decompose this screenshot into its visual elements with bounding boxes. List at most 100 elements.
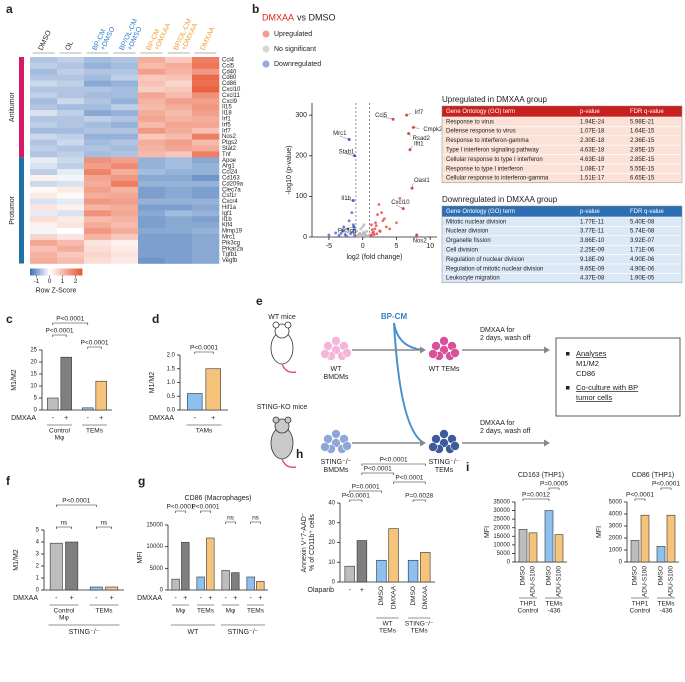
table-cell: 2.85E-15 xyxy=(630,147,655,153)
x-axis-label: log2 (fold change) xyxy=(346,254,402,261)
table-cell: 1.90E-05 xyxy=(630,276,655,282)
y-axis-label: -log10 (p-value) xyxy=(286,145,293,194)
heatmap-cell xyxy=(57,92,85,99)
point xyxy=(398,197,402,200)
significance-label: P<0.0001 xyxy=(342,493,370,500)
heatmap-cell xyxy=(138,68,166,75)
gene-label: Cd40 xyxy=(222,69,237,75)
heatmap-cell xyxy=(30,104,58,111)
heatmap-cell xyxy=(138,62,166,70)
bar xyxy=(181,542,190,591)
heatmap-cell xyxy=(111,145,139,152)
diagram-label: WT mice xyxy=(268,314,296,321)
table-cell: Response to virus xyxy=(446,119,494,125)
heatmap-cell xyxy=(111,228,139,235)
colorbar-step xyxy=(32,268,35,276)
y-tick-label: 1.0 xyxy=(167,380,176,386)
mouse-ear xyxy=(284,321,292,329)
bar xyxy=(640,514,650,563)
heatmap-cell xyxy=(30,133,58,140)
significance-bracket xyxy=(52,322,89,325)
y-tick-label: 300 xyxy=(295,112,307,119)
heatmap-cell xyxy=(165,163,193,170)
point xyxy=(388,227,392,231)
point xyxy=(361,225,365,229)
significance-bracket xyxy=(660,487,672,490)
cell xyxy=(323,434,333,444)
heatmap-cell xyxy=(84,74,112,81)
point xyxy=(339,231,343,235)
table-cell: 3.77E-11 xyxy=(580,229,605,235)
heatmap-cell xyxy=(138,198,166,205)
colorbar-step xyxy=(30,268,33,276)
x-tick-label: DMSO xyxy=(546,566,553,586)
heatmap-cell xyxy=(165,228,193,235)
table-header-cell: Gene Ontology (GO) term xyxy=(446,109,515,115)
heatmap-cell xyxy=(57,234,85,241)
heatmap-cell xyxy=(138,74,166,81)
heatmap-cell xyxy=(84,127,112,134)
significance-bracket xyxy=(200,510,211,513)
point xyxy=(360,233,364,236)
table-header-cell: p-value xyxy=(580,109,600,115)
x-tick-label: DMSO xyxy=(658,566,665,586)
heatmap-cell xyxy=(165,257,193,264)
group-bar xyxy=(19,57,24,158)
gene-label: Apoe xyxy=(222,158,237,164)
heatmap-cell xyxy=(30,151,58,158)
panel-label: f xyxy=(6,474,11,488)
x-tick-label: 10 xyxy=(426,243,434,250)
heatmap-cell xyxy=(30,68,58,75)
heatmap-cell xyxy=(111,157,139,164)
significance-bracket xyxy=(522,498,550,501)
significance-bracket xyxy=(56,526,72,529)
gene-label: Clec7a xyxy=(222,187,241,193)
point xyxy=(372,230,375,234)
x-tick-label: - xyxy=(200,595,203,602)
colorbar-step xyxy=(78,268,81,276)
diagram-label: 2 days, wash off xyxy=(480,335,531,342)
row-label: DMXAA xyxy=(137,595,162,602)
chart-title: CD86 (Macrophages) xyxy=(185,495,252,502)
group-label: TEMs xyxy=(379,628,397,635)
heatmap-cell xyxy=(165,86,193,93)
cell xyxy=(450,441,460,451)
y-axis-label: MFI xyxy=(596,526,603,538)
heatmap-cell xyxy=(165,133,193,140)
colorbar-step xyxy=(64,268,67,276)
colorbar-step xyxy=(46,268,49,276)
gene-label: Stat2 xyxy=(222,146,237,152)
diagram-label: BP-CM xyxy=(381,312,408,321)
x-tick-label: + xyxy=(258,595,262,602)
significance-bracket xyxy=(634,498,646,501)
heatmap-cell xyxy=(138,204,166,211)
point xyxy=(341,229,344,233)
group-label: TEMs xyxy=(411,628,429,635)
heatmap-cell xyxy=(192,251,220,258)
heatmap-cell xyxy=(30,234,58,241)
heatmap-cell xyxy=(192,216,220,223)
point xyxy=(347,219,351,223)
cell xyxy=(320,349,330,359)
bar xyxy=(60,356,72,411)
panel-label: a xyxy=(6,2,13,16)
heatmap-cell xyxy=(138,228,166,235)
gene-label: Irf1 xyxy=(222,117,231,123)
bar xyxy=(518,529,528,563)
heatmap-cell xyxy=(111,198,139,205)
gene-label: Cxcl10 xyxy=(222,87,241,93)
row-label: DMXAA xyxy=(13,595,38,602)
gene-label: Pik3cg xyxy=(222,240,240,246)
point xyxy=(358,231,362,235)
arrow-head xyxy=(544,346,550,354)
heatmap-cell xyxy=(30,251,58,258)
heatmap-cell xyxy=(165,186,193,193)
point xyxy=(363,231,367,235)
significance-label: ns xyxy=(252,515,260,522)
group-label: TEMs xyxy=(546,601,564,608)
legend-swatch xyxy=(262,60,270,68)
significance-label: P=0.0028 xyxy=(405,493,433,500)
legend-label: Upregulated xyxy=(274,31,312,38)
significance-label: P<0.0001 xyxy=(364,466,392,473)
y-tick-label: 4 xyxy=(36,540,40,546)
